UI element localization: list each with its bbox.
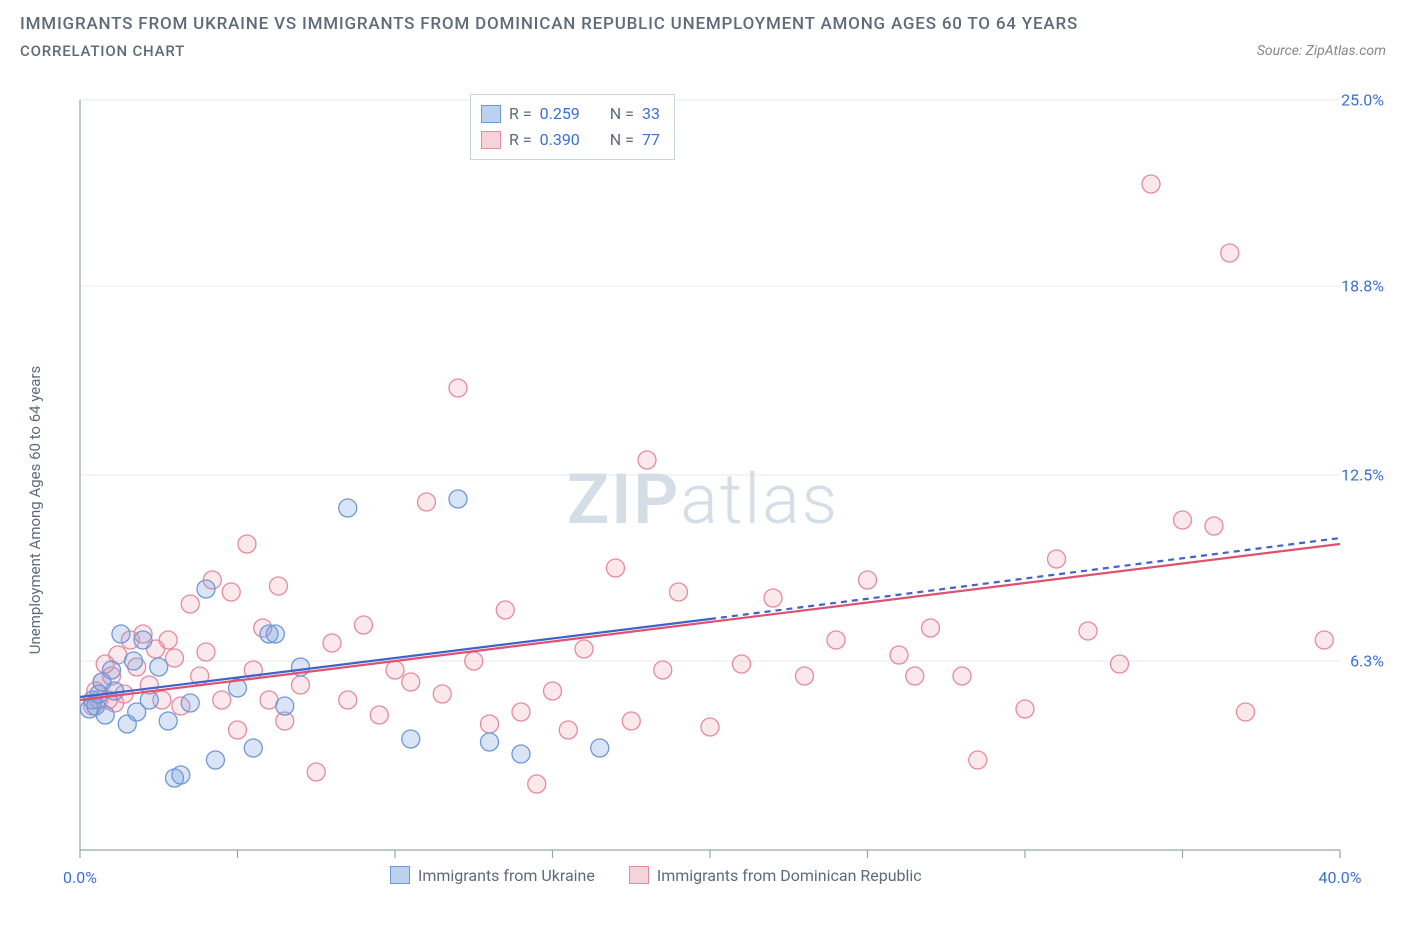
x-tick-label: 0.0%: [63, 868, 97, 887]
series-swatch: [481, 131, 501, 149]
stats-row: R = 0.259N = 33: [481, 101, 660, 127]
scatter-chart: [20, 90, 1386, 910]
page-title: IMMIGRANTS FROM UKRAINE VS IMMIGRANTS FR…: [20, 14, 1386, 34]
y-tick-label: 25.0%: [1341, 91, 1384, 110]
page-subtitle: CORRELATION CHART: [20, 42, 185, 60]
series-swatch: [481, 105, 501, 123]
y-tick-label: 18.8%: [1341, 277, 1384, 296]
chart-container: Unemployment Among Ages 60 to 64 years Z…: [20, 90, 1386, 910]
legend-item: Immigrants from Dominican Republic: [629, 866, 922, 885]
series-swatch: [390, 866, 410, 884]
series-legend: Immigrants from Ukraine Immigrants from D…: [390, 866, 922, 885]
series-swatch: [629, 866, 649, 884]
y-tick-label: 6.3%: [1350, 652, 1384, 671]
source-label: Source: ZipAtlas.com: [1257, 43, 1386, 59]
y-axis-title: Unemployment Among Ages 60 to 64 years: [26, 366, 44, 654]
y-tick-label: 12.5%: [1341, 466, 1384, 485]
x-tick-label: 40.0%: [1319, 868, 1362, 887]
legend-item: Immigrants from Ukraine: [390, 866, 595, 885]
stats-legend-box: R = 0.259N = 33R = 0.390N = 77: [470, 94, 675, 160]
stats-row: R = 0.390N = 77: [481, 127, 660, 153]
